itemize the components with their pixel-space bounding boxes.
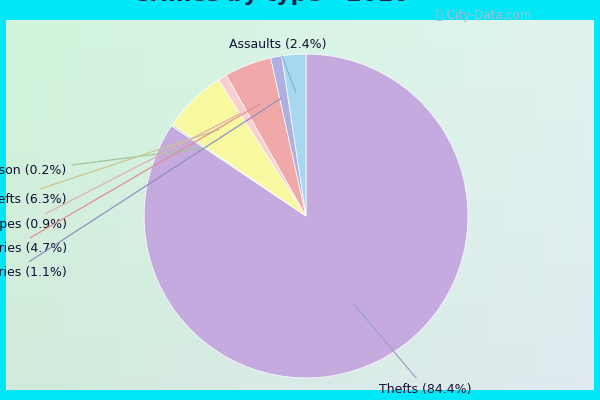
Wedge shape bbox=[226, 58, 306, 216]
Wedge shape bbox=[144, 54, 468, 378]
Text: Arson (0.2%): Arson (0.2%) bbox=[0, 148, 203, 178]
Text: Crimes by type - 2016: Crimes by type - 2016 bbox=[133, 0, 409, 5]
Text: Auto thefts (6.3%): Auto thefts (6.3%) bbox=[0, 130, 219, 206]
Text: Rapes (0.9%): Rapes (0.9%) bbox=[0, 113, 241, 231]
Wedge shape bbox=[218, 75, 306, 216]
Text: Robberies (1.1%): Robberies (1.1%) bbox=[0, 98, 281, 279]
Text: Thefts (84.4%): Thefts (84.4%) bbox=[353, 304, 472, 396]
Text: Burglaries (4.7%): Burglaries (4.7%) bbox=[0, 104, 260, 255]
Text: ⓘ City-Data.com: ⓘ City-Data.com bbox=[436, 9, 531, 22]
Wedge shape bbox=[172, 124, 306, 216]
Wedge shape bbox=[271, 56, 306, 216]
Wedge shape bbox=[173, 80, 306, 216]
Wedge shape bbox=[281, 54, 306, 216]
Text: Assaults (2.4%): Assaults (2.4%) bbox=[229, 38, 326, 92]
